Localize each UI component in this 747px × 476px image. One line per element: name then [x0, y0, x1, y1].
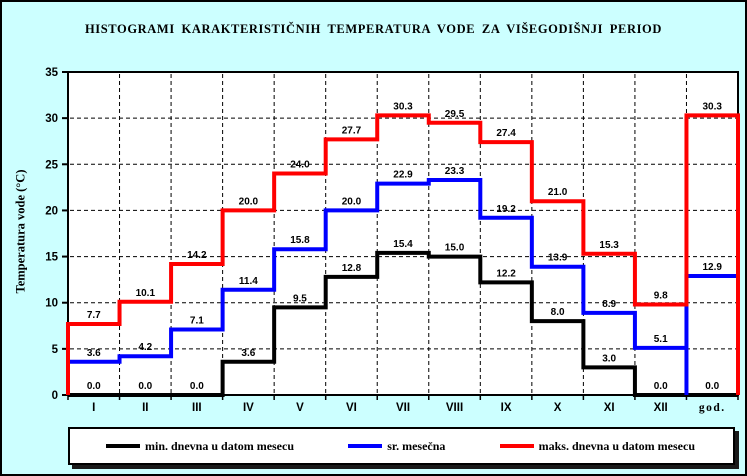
data-label-s1: 22.9 [393, 170, 413, 181]
legend-item-min: min. dnevna u datom mesecu [106, 439, 294, 454]
y-tick-label: 25 [45, 159, 58, 171]
data-label-s0: 3.0 [602, 353, 616, 364]
data-label-s1: 11.4 [239, 276, 258, 287]
data-label-s2: 7.7 [87, 310, 101, 321]
data-label-s2: 30.3 [702, 101, 722, 112]
x-category-label: VI [346, 402, 357, 414]
y-tick-label: 5 [52, 344, 59, 356]
data-label-s0: 15.0 [445, 243, 465, 254]
x-category-label: I [92, 402, 95, 414]
x-category-label: IV [243, 402, 254, 414]
data-label-s1: 8.9 [602, 299, 616, 310]
data-label-s2: 27.7 [342, 125, 362, 136]
x-category-label: V [296, 402, 304, 414]
data-label-s0: 9.5 [293, 293, 307, 304]
series-path-2 [66, 113, 740, 395]
data-label-s0: 8.0 [551, 307, 565, 318]
data-label-s0: 12.2 [496, 268, 516, 279]
data-label-s2: 10.1 [136, 288, 156, 299]
x-category-label: III [192, 402, 202, 414]
legend-line-min [106, 444, 140, 448]
data-label-s1: 5.1 [654, 334, 668, 345]
legend-item-max: maks. dnevna u datom mesecu [499, 438, 695, 454]
data-label-s1: 4.2 [138, 342, 152, 353]
data-label-s0: 0.0 [87, 381, 101, 392]
data-label-s1: 20.0 [342, 196, 362, 207]
data-label-s2: 15.3 [599, 240, 619, 251]
x-category-label: XI [604, 402, 615, 414]
data-label-s1: 13.9 [548, 253, 568, 264]
data-label-s0: 3.6 [241, 348, 255, 359]
data-label-s2: 24.0 [290, 160, 310, 171]
data-label-s2: 9.8 [654, 291, 668, 302]
y-tick-label: 15 [45, 252, 58, 264]
data-label-s0: 0.0 [138, 381, 152, 392]
data-label-s1: 12.9 [702, 262, 722, 273]
data-label-s2: 21.0 [548, 187, 568, 198]
series-path-0 [68, 250, 738, 397]
y-tick-label: 10 [45, 298, 58, 310]
data-label-s2: 29.5 [445, 109, 465, 120]
data-label-s2: 20.0 [239, 196, 259, 207]
data-label-s1: 7.1 [190, 315, 204, 326]
data-label-s0: 12.8 [342, 263, 362, 274]
x-category-label: VII [396, 402, 410, 414]
y-tick-label: 20 [45, 205, 58, 217]
legend-line-mean [348, 444, 383, 448]
x-category-label: XII [654, 402, 668, 414]
data-label-s2: 27.4 [496, 128, 516, 139]
y-tick-label: 0 [52, 390, 58, 402]
data-label-s1: 23.3 [445, 166, 465, 177]
x-category-label: VIII [446, 402, 463, 414]
x-category-label: II [142, 402, 148, 414]
x-category-label: X [554, 402, 562, 414]
legend-label-min: min. dnevna u datom mesecu [145, 438, 295, 453]
x-category-label: IX [501, 402, 512, 414]
data-label-s2: 30.3 [393, 101, 413, 112]
legend-line-max [499, 444, 534, 448]
y-tick-label: 30 [45, 113, 58, 125]
chart-title: HISTOGRAMI KARAKTERISTIČNIH TEMPERATURA … [84, 22, 663, 36]
y-tick-label: 35 [45, 67, 58, 79]
data-label-s0: 0.0 [654, 381, 668, 392]
data-label-s1: 15.8 [290, 235, 310, 246]
chart-legend: min. dnevna u datom mesecu sr. mesečna m… [68, 427, 735, 465]
x-category-label: god. [699, 402, 726, 414]
data-label-s0: 15.4 [393, 239, 413, 250]
data-label-s1: 19.2 [496, 204, 516, 215]
data-label-s1: 3.6 [87, 348, 101, 359]
data-label-s2: 14.2 [187, 250, 207, 261]
legend-label-max: maks. dnevna u datom mesecu [538, 438, 695, 453]
data-label-s0: 0.0 [190, 381, 204, 392]
legend-item-mean: sr. mesečna [348, 439, 445, 454]
legend-label-mean: sr. mesečna [387, 438, 446, 453]
series-path-1 [66, 177, 740, 395]
data-label-s0: 0.0 [705, 381, 719, 392]
